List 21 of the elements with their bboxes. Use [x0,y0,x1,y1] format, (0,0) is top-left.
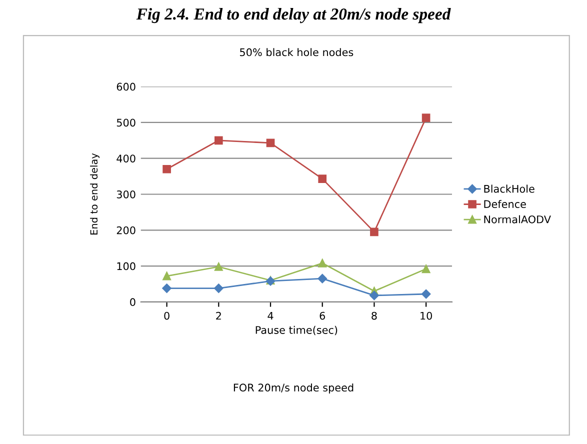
x-tick-label: 0 [164,312,170,320]
legend-label: BlackHole [484,184,534,193]
y-tick-label: 0 [130,298,136,306]
y-tick-label: 600 [116,82,136,91]
y-tick-label: 200 [116,226,136,234]
legend-label: NormalAODV [484,215,551,224]
y-tick-label: 100 [117,262,136,270]
text: FOR 20m/s node speed [234,383,354,394]
y-axis-title: End to end delay [90,153,100,234]
x-tick-label: 2 [216,312,221,320]
y-tick-label: 300 [116,190,136,198]
x-tick-label: 4 [268,312,274,320]
y-tick-label: 500 [116,118,136,127]
y-tick-label: 400 [116,154,136,162]
x-tick-label: 6 [320,312,326,320]
x-tick-label: 10 [420,312,432,320]
legend-label: Defence [484,200,526,208]
caption: Fig 2.4. End to end delay at 20m/s node speed [136,8,451,24]
chart-title: 50% black hole nodes [240,48,354,56]
x-tick-label: 8 [372,312,377,320]
x-axis-title: Pause time(sec) [256,326,338,336]
